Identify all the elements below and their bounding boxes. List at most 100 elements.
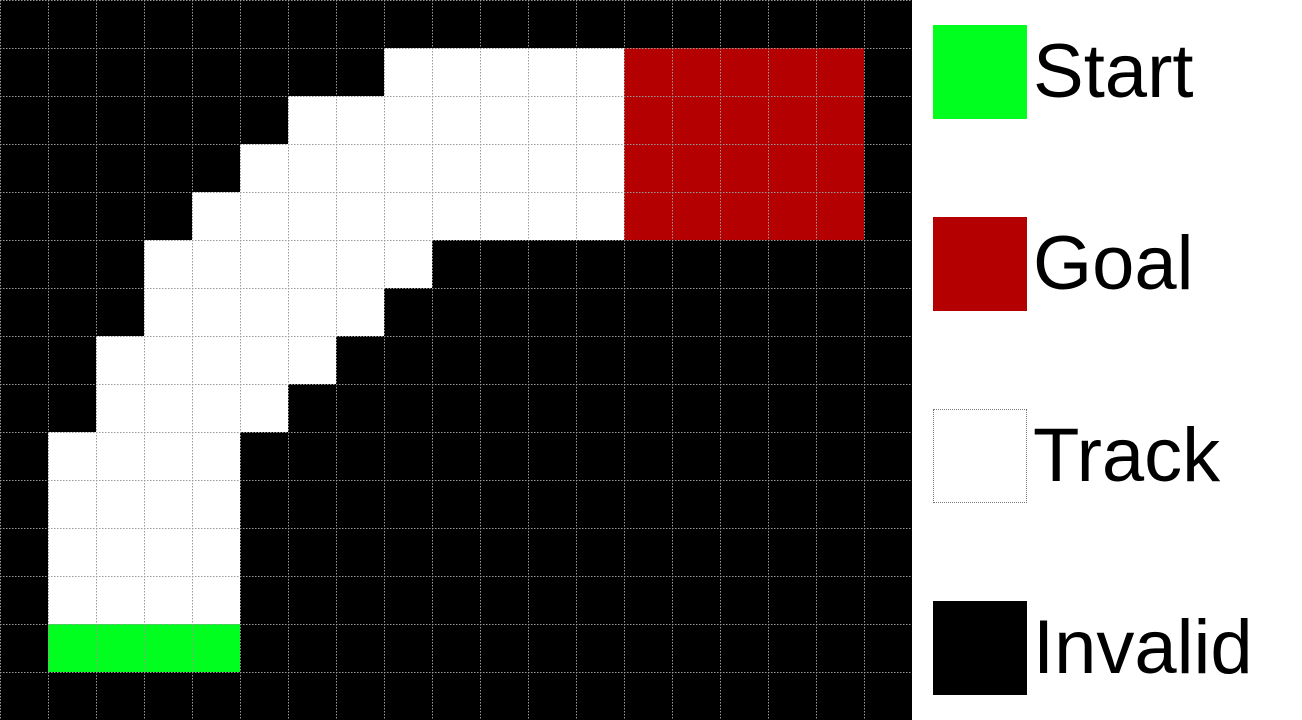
invalid-cell: [288, 48, 336, 96]
invalid-cell: [672, 576, 720, 624]
invalid-cell: [672, 0, 720, 48]
invalid-cell: [336, 384, 384, 432]
invalid-cell: [720, 336, 768, 384]
track-cell: [288, 288, 336, 336]
invalid-cell: [720, 288, 768, 336]
invalid-cell: [480, 576, 528, 624]
track-cell: [480, 192, 528, 240]
start-swatch: [933, 25, 1027, 119]
invalid-cell: [624, 384, 672, 432]
invalid-cell: [480, 0, 528, 48]
track-cell: [96, 480, 144, 528]
goal-cell: [720, 48, 768, 96]
invalid-cell: [0, 528, 48, 576]
invalid-cell: [144, 672, 192, 720]
invalid-cell: [288, 624, 336, 672]
invalid-cell: [0, 480, 48, 528]
invalid-cell: [96, 48, 144, 96]
goal-cell: [672, 144, 720, 192]
track-cell: [576, 192, 624, 240]
invalid-cell: [240, 480, 288, 528]
start-cell: [48, 624, 96, 672]
goal-swatch: [933, 217, 1027, 311]
invalid-cell: [480, 288, 528, 336]
invalid-cell: [384, 528, 432, 576]
invalid-cell: [720, 480, 768, 528]
invalid-cell: [720, 528, 768, 576]
invalid-cell: [528, 432, 576, 480]
invalid-cell: [624, 336, 672, 384]
invalid-cell: [432, 432, 480, 480]
invalid-cell: [144, 48, 192, 96]
invalid-cell: [576, 576, 624, 624]
invalid-cell: [288, 0, 336, 48]
track-cell: [576, 96, 624, 144]
invalid-cell: [768, 432, 816, 480]
invalid-cell: [576, 672, 624, 720]
track-cell: [144, 288, 192, 336]
invalid-cell: [624, 240, 672, 288]
invalid-cell: [528, 576, 576, 624]
goal-cell: [720, 96, 768, 144]
invalid-cell: [0, 0, 48, 48]
invalid-cell: [480, 336, 528, 384]
invalid-cell: [528, 240, 576, 288]
invalid-cell: [0, 672, 48, 720]
invalid-cell: [336, 672, 384, 720]
invalid-cell: [528, 528, 576, 576]
invalid-cell: [864, 528, 912, 576]
invalid-cell: [864, 144, 912, 192]
track-cell: [384, 48, 432, 96]
invalid-cell: [192, 144, 240, 192]
invalid-cell: [144, 96, 192, 144]
invalid-cell: [240, 672, 288, 720]
grid-canvas: [0, 0, 912, 720]
invalid-cell: [816, 624, 864, 672]
goal-cell: [768, 96, 816, 144]
invalid-cell: [144, 0, 192, 48]
track-cell: [576, 48, 624, 96]
goal-cell: [816, 144, 864, 192]
goal-cell: [768, 192, 816, 240]
invalid-cell: [672, 480, 720, 528]
invalid-cell: [672, 432, 720, 480]
invalid-cell: [576, 384, 624, 432]
track-cell: [288, 144, 336, 192]
track-cell: [480, 144, 528, 192]
invalid-cell: [336, 480, 384, 528]
track-cell: [528, 48, 576, 96]
invalid-cell: [528, 0, 576, 48]
invalid-cell: [96, 96, 144, 144]
invalid-cell: [816, 0, 864, 48]
track-cell: [240, 192, 288, 240]
invalid-cell: [768, 240, 816, 288]
invalid-cell: [864, 288, 912, 336]
track-cell: [336, 240, 384, 288]
invalid-cell: [384, 288, 432, 336]
invalid-cell: [48, 96, 96, 144]
invalid-cell: [336, 576, 384, 624]
legend-label-start: Start: [1033, 29, 1194, 114]
invalid-cell: [384, 0, 432, 48]
track-cell: [144, 240, 192, 288]
track-cell: [192, 192, 240, 240]
invalid-cell: [528, 480, 576, 528]
track-cell: [192, 240, 240, 288]
invalid-cell: [816, 384, 864, 432]
track-cell: [96, 432, 144, 480]
track-cell: [192, 576, 240, 624]
invalid-cell: [864, 384, 912, 432]
track-cell: [240, 336, 288, 384]
track-cell: [192, 336, 240, 384]
invalid-cell: [864, 672, 912, 720]
invalid-cell: [0, 336, 48, 384]
invalid-cell: [96, 288, 144, 336]
invalid-cell: [384, 672, 432, 720]
invalid-cell: [144, 192, 192, 240]
invalid-cell: [240, 624, 288, 672]
invalid-cell: [576, 240, 624, 288]
invalid-cell: [768, 624, 816, 672]
invalid-cell: [48, 144, 96, 192]
track-cell: [144, 480, 192, 528]
invalid-cell: [624, 480, 672, 528]
